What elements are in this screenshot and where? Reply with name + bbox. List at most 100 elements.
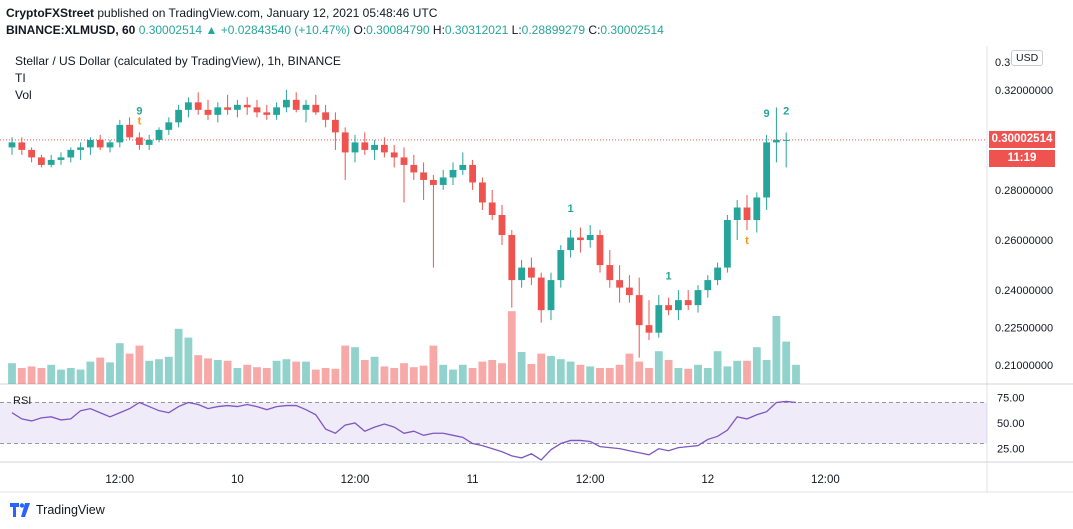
candle-body (537, 277, 545, 311)
candle (332, 112, 339, 150)
volume-bar (213, 360, 222, 384)
volume-bar (262, 368, 271, 384)
candle (557, 245, 565, 288)
candle-body (351, 142, 359, 153)
footer-brand[interactable]: TradingView (10, 503, 105, 517)
candle-body (743, 207, 751, 221)
td-marker-label: 1 (666, 271, 672, 283)
candle (704, 275, 712, 298)
volume-bar (586, 366, 595, 384)
legend-title: Stellar / US Dollar (calculated by Tradi… (15, 54, 341, 68)
open-label: O: (353, 23, 367, 37)
volume-bar (37, 368, 46, 384)
volume-bar (409, 367, 418, 384)
last-price: 0.30002514 (138, 23, 203, 37)
candle (743, 194, 751, 231)
volume-bar (27, 366, 36, 384)
volume-bar (596, 368, 604, 384)
candle (714, 262, 721, 286)
candle (665, 297, 672, 316)
candle (322, 104, 329, 128)
td-marker-label: 9 (764, 108, 770, 120)
volume-bar (8, 363, 16, 384)
price-tick-label: 0.28000000 (995, 185, 1053, 197)
volume-bar (17, 368, 26, 384)
candle-body (194, 102, 202, 110)
candle (381, 137, 388, 158)
candle (773, 107, 780, 163)
candle (96, 134, 104, 150)
volume-bar (772, 316, 781, 384)
legend-indicator-ti[interactable]: TI (15, 71, 26, 85)
candle (439, 169, 447, 190)
candle-body (528, 267, 535, 278)
symbol-label[interactable]: BINANCE:XLMUSD, 60 (6, 23, 136, 37)
publisher-name[interactable]: CryptoFXStreet (6, 6, 95, 20)
candle-body (508, 235, 516, 281)
volume-bar (380, 366, 389, 384)
candle-body (185, 102, 192, 110)
legend-indicator-vol[interactable]: Vol (15, 88, 32, 102)
time-tick-label: 12:00 (576, 474, 605, 486)
price-change: +0.02843540 (+10.47%) (220, 23, 351, 37)
volume-bar (694, 364, 702, 384)
candle-body (57, 157, 65, 160)
volume-bar (488, 360, 497, 384)
candle (469, 159, 476, 190)
candle-body (606, 265, 614, 281)
candle (733, 199, 741, 241)
candle (214, 102, 222, 123)
candle-body (312, 104, 320, 113)
candle-body (626, 287, 633, 296)
volume-bar (664, 360, 673, 384)
candle (116, 119, 124, 148)
candle (224, 94, 231, 115)
rsi-tick-label: 75.00 (997, 392, 1025, 404)
candle (351, 134, 359, 163)
candle (126, 117, 133, 140)
candle (400, 147, 408, 203)
open-value: 0.30084790 (366, 23, 430, 37)
volume-bar (635, 361, 644, 384)
currency-button[interactable]: USD (1011, 50, 1044, 66)
candle (194, 92, 202, 115)
candle (87, 137, 94, 155)
price-tick-label: 0.32000000 (995, 85, 1053, 97)
time-tick-label: 11 (467, 474, 479, 486)
candle (410, 154, 418, 180)
time-tick-label: 12:00 (341, 474, 370, 486)
price-tick-label-partial: 0.3 (995, 57, 1010, 69)
candle-body (655, 305, 663, 333)
candle (567, 230, 574, 258)
candle (675, 290, 682, 321)
candle-body (577, 237, 584, 241)
candle (547, 272, 555, 321)
volume-bar (419, 365, 428, 384)
candle-body (714, 267, 721, 281)
candle (371, 139, 378, 160)
candle (263, 104, 271, 120)
volume-bar (223, 360, 232, 384)
td-marker-label: 9 (136, 105, 142, 117)
volume-bar (723, 366, 732, 384)
candle (684, 290, 692, 311)
candle-body (116, 124, 124, 143)
candle-body (645, 325, 653, 333)
candle-body (400, 157, 408, 165)
candle (763, 134, 770, 210)
price-tick-label: 0.26000000 (995, 235, 1053, 247)
volume-bar (645, 368, 653, 384)
rsi-legend-label[interactable]: RSI (13, 395, 32, 407)
volume-bar (145, 360, 154, 384)
candle (18, 137, 26, 155)
candle (136, 132, 143, 150)
volume-bar (400, 363, 408, 384)
low-value: 0.28899279 (521, 23, 586, 37)
candle-body (724, 220, 731, 268)
candle-body (155, 129, 163, 140)
candle (577, 227, 584, 253)
candle-body (479, 182, 486, 203)
candle (528, 257, 535, 286)
candle-body (145, 139, 153, 145)
